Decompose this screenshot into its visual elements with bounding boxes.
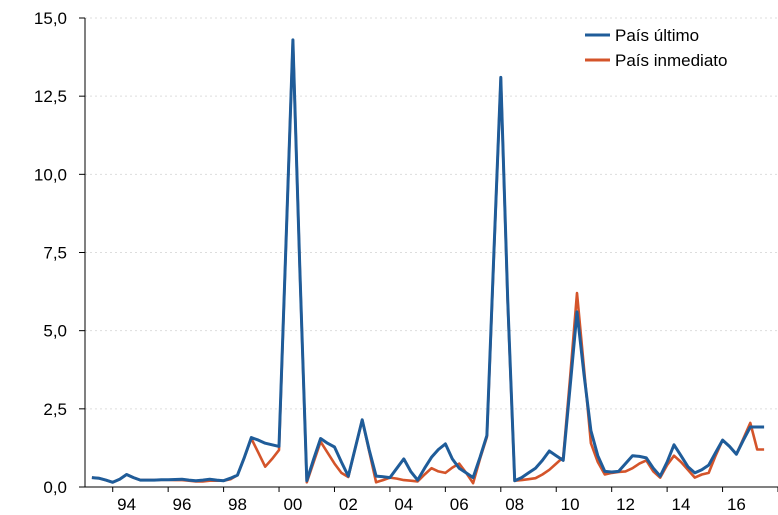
- x-tick-label: 12: [616, 495, 635, 514]
- x-tick-label: 08: [505, 495, 524, 514]
- x-tick-label: 04: [394, 495, 413, 514]
- x-tick-label: 02: [339, 495, 358, 514]
- legend-label-pais-ultimo: País último: [615, 26, 699, 45]
- y-tick-label: 0,0: [43, 478, 67, 497]
- x-tick-label: 96: [173, 495, 192, 514]
- series-line-pais-ultimo: [91, 38, 765, 484]
- grid-lines: [85, 17, 778, 410]
- y-tick-label: 7,5: [43, 244, 67, 263]
- legend: País último País inmediato: [585, 26, 727, 70]
- x-tick-label: 00: [283, 495, 302, 514]
- y-tick-label: 2,5: [43, 400, 67, 419]
- axes: [79, 17, 778, 492]
- x-tick-labels: 94969800020406081012141618: [117, 495, 746, 514]
- x-tick-label: 14: [672, 495, 691, 514]
- legend-label-pais-inmediato: País inmediato: [615, 51, 727, 70]
- y-tick-label: 10,0: [34, 165, 67, 184]
- y-tick-label: 5,0: [43, 322, 67, 341]
- x-tick-label: 94: [117, 495, 136, 514]
- y-tick-label: 12,5: [34, 87, 67, 106]
- x-tick-label: 98: [228, 495, 247, 514]
- series-line-pais-inmediato: [91, 38, 765, 485]
- y-tick-labels: 0,0 2,5 5,0 7,5 10,0 12,5 15,0: [34, 9, 67, 497]
- x-tick-label: 06: [450, 495, 469, 514]
- x-tick-label: 10: [561, 495, 580, 514]
- y-tick-label: 15,0: [34, 9, 67, 28]
- x-tick-label: 16: [727, 495, 746, 514]
- series-lines: [91, 38, 765, 485]
